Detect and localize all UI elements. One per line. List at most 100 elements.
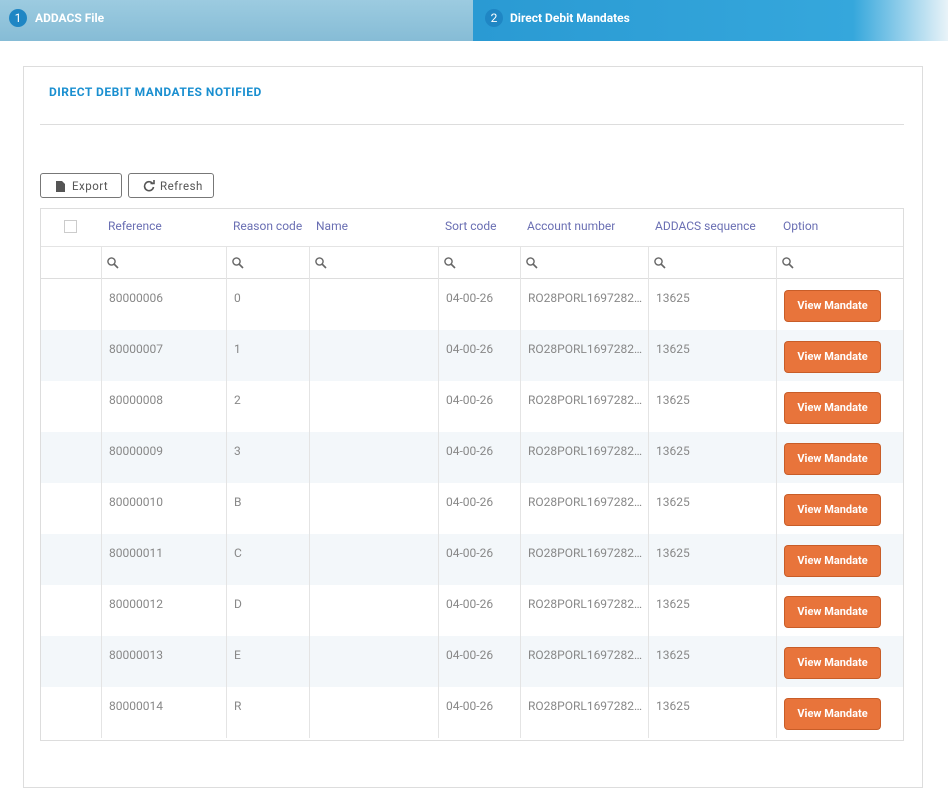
table-cell: RO28PORL1697282… <box>528 648 643 662</box>
table-cell: 13625 <box>656 291 690 305</box>
column-divider <box>438 246 439 738</box>
column-divider <box>776 246 777 738</box>
select-all-checkbox[interactable] <box>64 220 77 233</box>
table-cell: 80000012 <box>109 597 163 611</box>
view-mandate-button[interactable]: View Mandate <box>785 699 880 729</box>
filter-search[interactable] <box>315 257 329 271</box>
table-cell: 04-00-26 <box>446 291 494 305</box>
table-cell: RO28PORL1697282… <box>528 699 643 713</box>
table-cell: 1 <box>234 342 241 356</box>
view-mandate-button[interactable]: View Mandate <box>785 342 880 372</box>
table-row <box>41 330 903 381</box>
filter-search[interactable] <box>444 257 458 271</box>
table-cell: 13625 <box>656 648 690 662</box>
divider <box>40 124 904 125</box>
row-divider <box>41 278 903 279</box>
table-cell: 04-00-26 <box>446 699 494 713</box>
column-divider <box>101 246 102 738</box>
table-cell: 2 <box>234 393 241 407</box>
refresh-button[interactable]: Refresh <box>128 173 214 198</box>
table-cell: 3 <box>234 444 241 458</box>
table-row <box>41 432 903 483</box>
table-cell: 80000014 <box>109 699 163 713</box>
table-cell: B <box>234 495 242 509</box>
table-cell: 13625 <box>656 342 690 356</box>
step-number: 1 <box>9 9 27 27</box>
view-mandate-button[interactable]: View Mandate <box>785 291 880 321</box>
table-cell: 04-00-26 <box>446 648 494 662</box>
column-header[interactable]: Reference <box>108 219 162 233</box>
view-mandate-button[interactable]: View Mandate <box>785 495 880 525</box>
table-cell: 13625 <box>656 699 690 713</box>
button-label: Refresh <box>160 179 203 193</box>
column-divider <box>226 246 227 738</box>
table-cell: 13625 <box>656 495 690 509</box>
table-cell: 80000013 <box>109 648 163 662</box>
column-divider <box>520 246 521 738</box>
table-row <box>41 381 903 432</box>
table-cell: D <box>234 597 242 611</box>
table-cell: RO28PORL1697282… <box>528 546 643 560</box>
table-cell: RO28PORL1697282… <box>528 291 643 305</box>
filter-search[interactable] <box>232 257 246 271</box>
table-cell: 04-00-26 <box>446 546 494 560</box>
table-cell: 80000009 <box>109 444 163 458</box>
table-row <box>41 534 903 585</box>
step-label: ADDACS File <box>35 11 105 25</box>
column-header[interactable]: Option <box>783 219 819 233</box>
column-header[interactable]: ADDACS sequence <box>655 219 756 233</box>
table-cell: RO28PORL1697282… <box>528 597 643 611</box>
filter-search[interactable] <box>526 257 540 271</box>
table-cell: 04-00-26 <box>446 597 494 611</box>
panel-title: DIRECT DEBIT MANDATES NOTIFIED <box>49 85 262 99</box>
view-mandate-button[interactable]: View Mandate <box>785 597 880 627</box>
refresh-icon <box>143 180 155 192</box>
table-cell: RO28PORL1697282… <box>528 495 643 509</box>
column-divider <box>648 246 649 738</box>
data-table: Reference Reason code Name Sort code Account… <box>40 208 904 741</box>
table-cell: RO28PORL1697282… <box>528 342 643 356</box>
view-mandate-button[interactable]: View Mandate <box>785 393 880 423</box>
file-icon <box>56 181 65 192</box>
step-tab[interactable]: 1 ADDACS File <box>0 0 473 41</box>
filter-search[interactable] <box>107 257 121 271</box>
table-cell: 13625 <box>656 393 690 407</box>
table-cell: RO28PORL1697282… <box>528 393 643 407</box>
table-cell: E <box>234 648 241 662</box>
column-header[interactable]: Sort code <box>445 219 497 233</box>
table-cell: 13625 <box>656 444 690 458</box>
step-tab[interactable]: 2 Direct Debit Mandates <box>473 0 948 41</box>
view-mandate-button[interactable]: View Mandate <box>785 444 880 474</box>
table-row <box>41 636 903 687</box>
filter-search[interactable] <box>654 257 668 271</box>
view-mandate-button[interactable]: View Mandate <box>785 546 880 576</box>
table-cell: RO28PORL1697282… <box>528 444 643 458</box>
column-header[interactable]: Name <box>316 219 348 233</box>
table-cell: 04-00-26 <box>446 495 494 509</box>
export-button[interactable]: Export <box>40 173 122 198</box>
table-cell: 04-00-26 <box>446 342 494 356</box>
table-cell: 04-00-26 <box>446 393 494 407</box>
table-cell: 80000011 <box>109 546 163 560</box>
column-divider <box>309 246 310 738</box>
view-mandate-button[interactable]: View Mandate <box>785 648 880 678</box>
table-row <box>41 585 903 636</box>
step-number: 2 <box>485 9 503 27</box>
step-label: Direct Debit Mandates <box>510 11 630 25</box>
row-divider <box>41 246 903 247</box>
table-cell: 04-00-26 <box>446 444 494 458</box>
table-row <box>41 687 903 738</box>
table-cell: 0 <box>234 291 241 305</box>
table-cell: 80000006 <box>109 291 163 305</box>
table-cell: 13625 <box>656 597 690 611</box>
column-header[interactable]: Reason code <box>233 219 303 233</box>
table-cell: C <box>234 546 242 560</box>
table-row <box>41 483 903 534</box>
table-cell: 80000010 <box>109 495 163 509</box>
filter-search[interactable] <box>782 257 796 271</box>
button-label: Export <box>72 179 109 193</box>
table-cell: 80000007 <box>109 342 163 356</box>
column-header[interactable]: Account number <box>527 219 616 233</box>
table-row <box>41 279 903 330</box>
